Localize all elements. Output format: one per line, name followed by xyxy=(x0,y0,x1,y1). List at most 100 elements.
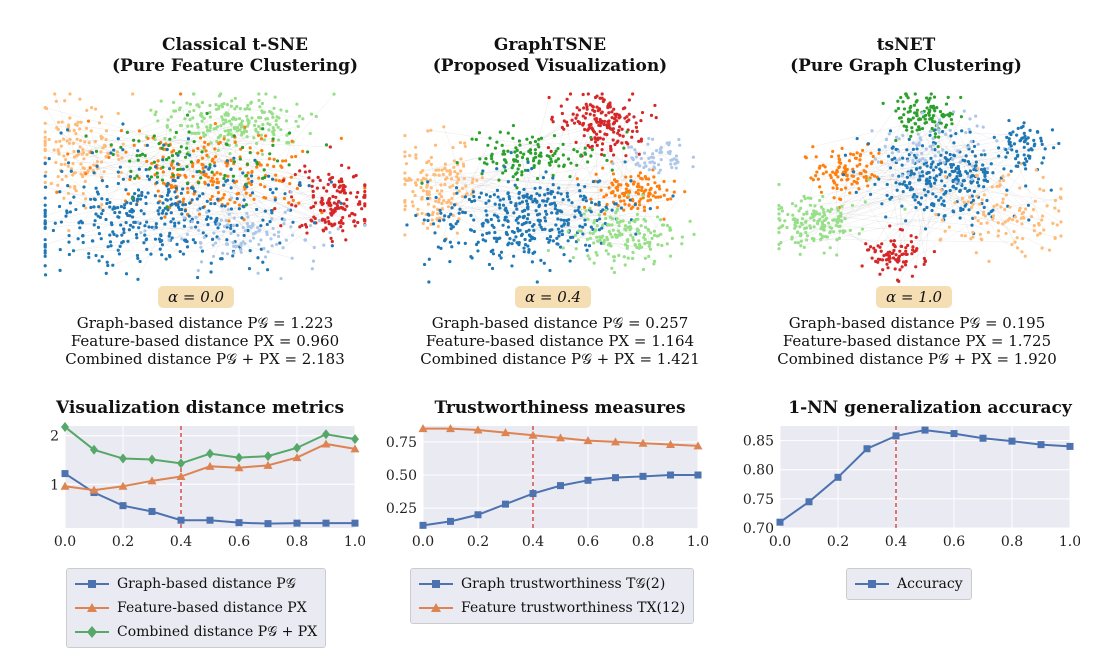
node-point xyxy=(583,146,587,150)
node-point xyxy=(95,190,100,194)
node-point xyxy=(931,141,936,145)
chart-title: Visualization distance metrics xyxy=(55,398,345,418)
node-point xyxy=(583,152,588,156)
node-point xyxy=(835,168,839,172)
node-point xyxy=(79,120,83,124)
node-point xyxy=(241,204,245,208)
node-point xyxy=(112,232,116,236)
node-point xyxy=(182,216,186,220)
node-point xyxy=(1041,175,1045,180)
node-point xyxy=(165,157,169,162)
node-point xyxy=(886,266,890,270)
node-point xyxy=(644,164,648,168)
node-point xyxy=(94,253,98,258)
node-point xyxy=(66,191,71,195)
node-point xyxy=(118,165,122,169)
node-point xyxy=(156,189,160,193)
node-point xyxy=(420,195,424,200)
node-point xyxy=(894,181,898,185)
node-point xyxy=(196,268,200,273)
node-point xyxy=(136,188,141,192)
node-point xyxy=(122,230,126,235)
node-point xyxy=(589,154,593,158)
node-point xyxy=(890,195,894,199)
node-point xyxy=(942,203,946,208)
node-point xyxy=(298,183,302,188)
node-point xyxy=(910,130,914,134)
node-point xyxy=(900,228,904,232)
legend-accuracy: Accuracy xyxy=(846,568,972,600)
node-point xyxy=(130,215,135,219)
node-point xyxy=(860,148,865,153)
node-point xyxy=(970,177,974,181)
node-point xyxy=(675,158,679,162)
node-point xyxy=(881,268,885,272)
node-point xyxy=(78,145,82,149)
node-point xyxy=(136,194,141,198)
node-point xyxy=(363,204,367,208)
node-point xyxy=(451,184,455,188)
y-tick-label: 2 xyxy=(50,429,59,445)
graph-edge xyxy=(817,221,831,248)
node-point xyxy=(990,185,994,189)
node-point xyxy=(545,154,549,158)
node-point xyxy=(49,181,53,186)
node-point xyxy=(997,154,1001,158)
node-point xyxy=(632,115,636,119)
node-point xyxy=(1051,221,1055,225)
node-point xyxy=(594,116,599,121)
node-point xyxy=(642,151,647,155)
node-point xyxy=(884,252,889,256)
node-point xyxy=(64,214,68,218)
node-point xyxy=(634,232,638,236)
node-point xyxy=(970,149,975,154)
node-point xyxy=(858,153,863,157)
node-point xyxy=(215,171,219,175)
node-point xyxy=(1016,126,1020,131)
node-point xyxy=(170,236,174,240)
node-point xyxy=(178,249,182,254)
node-point xyxy=(301,117,305,121)
node-point xyxy=(973,154,977,158)
node-point xyxy=(999,205,1003,209)
node-point xyxy=(615,207,620,211)
node-point xyxy=(912,153,917,157)
node-point xyxy=(586,217,590,221)
node-point xyxy=(144,168,148,172)
node-point xyxy=(153,237,158,241)
node-point xyxy=(900,265,904,269)
node-point xyxy=(236,125,240,130)
graph-edge xyxy=(443,126,483,236)
node-point xyxy=(205,199,209,203)
node-point xyxy=(662,217,666,221)
node-point xyxy=(91,239,95,243)
graph-edge xyxy=(146,216,248,223)
node-point xyxy=(111,263,115,267)
node-point xyxy=(576,208,580,212)
node-point xyxy=(798,234,803,238)
node-point xyxy=(985,198,989,203)
node-point xyxy=(909,170,914,174)
node-point xyxy=(583,196,588,200)
node-point xyxy=(166,118,170,122)
node-point xyxy=(119,170,123,175)
data-point xyxy=(292,453,302,462)
node-point xyxy=(970,223,974,227)
node-point xyxy=(598,136,602,140)
node-point xyxy=(232,251,236,255)
node-point xyxy=(1040,142,1044,146)
node-point xyxy=(128,175,133,179)
node-point xyxy=(538,219,542,223)
node-point xyxy=(103,143,107,147)
node-point xyxy=(171,173,175,177)
node-point xyxy=(72,128,76,133)
node-point xyxy=(566,229,570,233)
node-point xyxy=(311,259,316,263)
node-point xyxy=(1001,178,1006,183)
graph-edge xyxy=(45,156,209,217)
node-point xyxy=(548,163,552,167)
node-point xyxy=(303,170,307,174)
node-point xyxy=(920,151,924,155)
node-point xyxy=(403,199,407,203)
node-point xyxy=(277,179,282,183)
